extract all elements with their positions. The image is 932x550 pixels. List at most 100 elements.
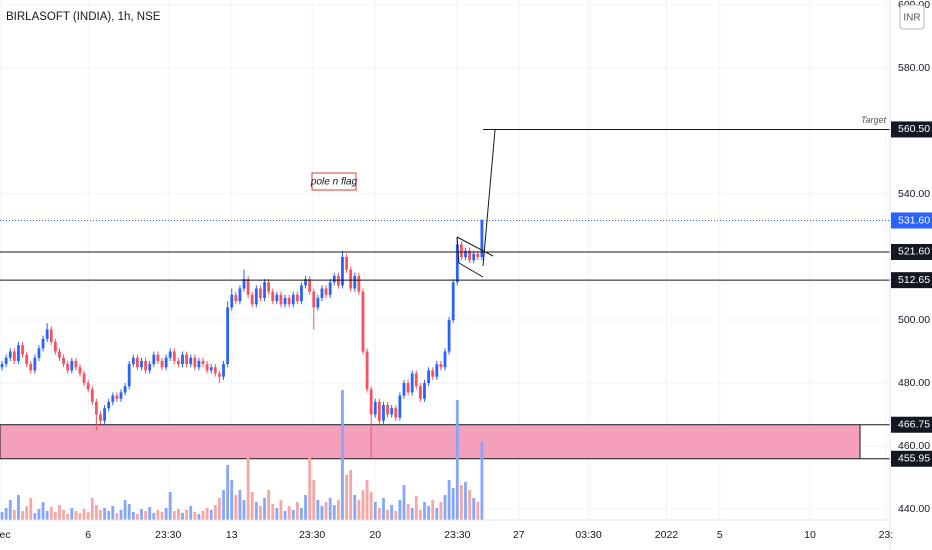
candle-body <box>324 288 328 295</box>
volume-bar <box>271 504 275 520</box>
candle-body <box>263 282 266 298</box>
candle-body <box>472 253 476 261</box>
candle-body <box>242 279 246 289</box>
volume-bar <box>443 495 447 520</box>
y-tick-label: 480.00 <box>898 377 930 389</box>
volume-bar <box>115 513 119 520</box>
candle-body <box>443 351 447 368</box>
volume-bar <box>140 509 143 520</box>
volume-bar <box>341 390 344 520</box>
price-label-box <box>891 272 932 289</box>
price-label: 531.60 <box>898 214 930 226</box>
volume-bar <box>86 512 90 520</box>
candle-body <box>37 348 41 358</box>
volume-bar <box>377 508 381 520</box>
volume-bar <box>336 500 340 520</box>
candle-body <box>390 408 394 415</box>
volume-bar <box>263 498 266 520</box>
zone-layer <box>0 424 861 460</box>
x-tick-label: 23: <box>879 529 894 541</box>
volume-bar <box>197 514 201 520</box>
y-tick-label: 440.00 <box>898 503 930 515</box>
candle-body <box>185 354 189 365</box>
volume-bar <box>291 510 295 520</box>
candle-body <box>271 291 275 302</box>
volume-bar <box>242 500 246 520</box>
volume-bar <box>164 508 168 520</box>
candle-body <box>267 282 271 292</box>
candle-body <box>90 389 94 402</box>
volume-bar <box>123 500 127 520</box>
candle-body <box>168 351 172 358</box>
candle-body <box>123 386 127 393</box>
candle-body <box>177 360 180 365</box>
candle-body <box>382 405 385 421</box>
volume-bar <box>21 511 24 520</box>
volume-bar <box>17 495 20 520</box>
candle-body <box>312 291 316 308</box>
volume-bar <box>58 505 61 520</box>
volume-bar <box>304 495 307 520</box>
price-label-box <box>891 121 932 138</box>
candle-body <box>476 253 480 258</box>
volume-bar <box>94 505 98 520</box>
candle-body <box>4 357 8 365</box>
candle-body <box>394 408 398 418</box>
price-label: 512.65 <box>898 274 930 286</box>
x-tick-label: 20 <box>369 529 381 541</box>
volume-bar <box>365 480 369 520</box>
x-tick-label: 13 <box>226 529 238 541</box>
volume-bar <box>476 502 480 520</box>
candle-body <box>135 357 139 368</box>
candle-body <box>172 351 176 361</box>
candle-body <box>291 294 295 305</box>
candle-body <box>357 275 361 292</box>
volume-bar <box>259 506 262 520</box>
volume-bar <box>287 506 291 520</box>
candle-body <box>148 364 152 371</box>
currency-box <box>899 4 925 30</box>
annotation: pole n flag <box>310 177 358 188</box>
volume-bar <box>234 495 238 520</box>
volume-bar <box>0 512 4 520</box>
candle-body <box>439 364 443 368</box>
candle-body <box>17 345 20 361</box>
candle-body <box>0 364 4 368</box>
volume-bar <box>222 490 225 520</box>
candle-body <box>361 291 365 352</box>
y-tick-label: 580.00 <box>898 62 930 74</box>
flag-line <box>456 236 460 264</box>
candle-body <box>234 294 238 302</box>
candle-body <box>29 364 33 371</box>
volume-bar <box>353 495 357 520</box>
candle-body <box>94 401 98 415</box>
volume-bar <box>369 492 373 520</box>
volume-bar <box>168 492 172 520</box>
candle-body <box>8 351 12 358</box>
candle-body <box>152 354 156 365</box>
volume-bar <box>218 498 221 520</box>
candle-body <box>287 297 291 305</box>
volume-bar <box>275 508 279 520</box>
candle-body <box>279 294 283 305</box>
candle-body <box>341 257 344 286</box>
volume-bar <box>324 502 328 520</box>
volume-bar <box>172 511 176 520</box>
volume-bar <box>160 512 164 520</box>
candle-body <box>189 357 193 365</box>
x-tick-label: 5 <box>717 529 723 541</box>
candle-body <box>70 360 74 371</box>
volume-bar <box>8 500 12 520</box>
candle-body <box>406 382 410 393</box>
candle-body <box>197 360 201 368</box>
candle-body <box>222 364 225 377</box>
price-line-layer: Target <box>0 115 890 460</box>
candle-body <box>328 282 332 295</box>
volume-bar <box>468 490 472 520</box>
candle-body <box>86 382 90 390</box>
candle-body <box>246 279 250 295</box>
volume-bar <box>205 508 209 520</box>
candle-body <box>193 357 197 368</box>
